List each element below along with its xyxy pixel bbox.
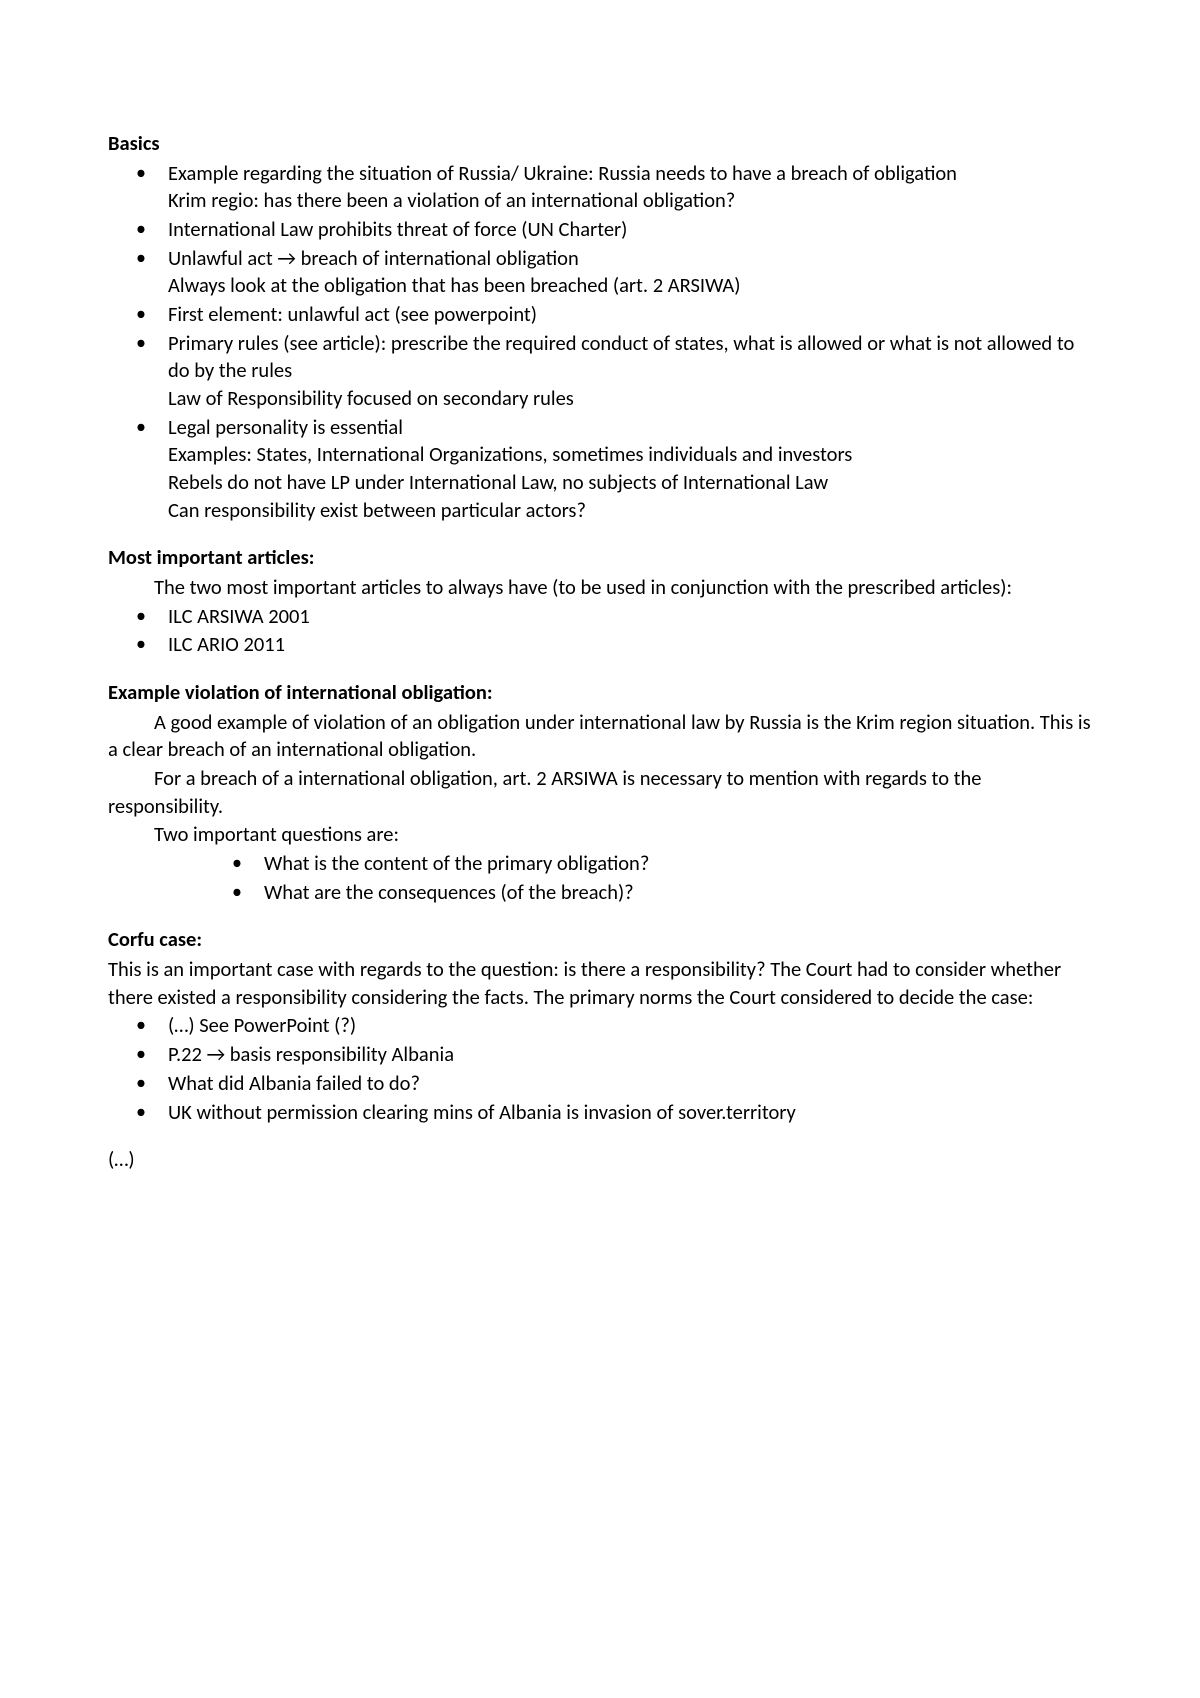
list-item: ILC ARSIWA 2001 <box>108 603 1092 631</box>
list-item: Example regarding the situation of Russi… <box>108 160 1092 215</box>
section-articles: Most important articles: The two most im… <box>108 544 1092 659</box>
list-item: International Law prohibits threat of fo… <box>108 216 1092 244</box>
item-text: What are the consequences (of the breach… <box>264 879 1092 907</box>
item-text: P.22 → basis responsibility Albania <box>168 1041 1092 1069</box>
item-text: (…) See PowerPoint (?) <box>168 1012 1092 1040</box>
list-item: Primary rules (see article): prescribe t… <box>108 330 1092 413</box>
heading-articles: Most important articles: <box>108 544 1092 572</box>
example-p1: A good example of violation of an obliga… <box>108 709 1091 763</box>
trailing-ellipsis: (…) <box>108 1146 1092 1174</box>
item-text: ILC ARIO 2011 <box>168 631 1092 659</box>
articles-list: ILC ARSIWA 2001 ILC ARIO 2011 <box>108 603 1092 659</box>
section-corfu: Corfu case: This is an important case wi… <box>108 926 1092 1126</box>
heading-corfu: Corfu case: <box>108 926 1092 954</box>
list-item: Legal personality is essential Examples:… <box>108 414 1092 525</box>
item-text: What is the content of the primary oblig… <box>264 850 1092 878</box>
heading-basics: Basics <box>108 130 1092 158</box>
item-text: Krim regio: has there been a violation o… <box>168 187 1092 215</box>
item-text: Rebels do not have LP under Internationa… <box>168 469 1092 497</box>
item-text: First element: unlawful act (see powerpo… <box>168 301 1092 329</box>
item-text: Unlawful act → breach of international o… <box>168 245 1092 273</box>
item-text: Primary rules (see article): prescribe t… <box>168 330 1092 385</box>
item-text: Example regarding the situation of Russi… <box>168 160 1092 188</box>
list-item: First element: unlawful act (see powerpo… <box>108 301 1092 329</box>
articles-intro: The two most important articles to alway… <box>108 574 1092 602</box>
list-item: P.22 → basis responsibility Albania <box>108 1041 1092 1069</box>
item-text: ILC ARSIWA 2001 <box>168 603 1092 631</box>
heading-example: Example violation of international oblig… <box>108 679 1092 707</box>
list-item: What are the consequences (of the breach… <box>204 879 1092 907</box>
list-item: Unlawful act → breach of international o… <box>108 245 1092 300</box>
item-text: Law of Responsibility focused on seconda… <box>168 385 1092 413</box>
section-basics: Basics Example regarding the situation o… <box>108 130 1092 524</box>
item-text: What did Albania failed to do? <box>168 1070 1092 1098</box>
corfu-list: (…) See PowerPoint (?) P.22 → basis resp… <box>108 1012 1092 1126</box>
basics-list: Example regarding the situation of Russi… <box>108 160 1092 525</box>
item-text: Can responsibility exist between particu… <box>168 497 1092 525</box>
section-example: Example violation of international oblig… <box>108 679 1092 906</box>
example-p3: Two important questions are: <box>154 821 399 847</box>
item-text: Legal personality is essential <box>168 414 1092 442</box>
list-item: ILC ARIO 2011 <box>108 631 1092 659</box>
intro-text: The two most important articles to alway… <box>154 574 1012 600</box>
list-item: What did Albania failed to do? <box>108 1070 1092 1098</box>
item-text: UK without permission clearing mins of A… <box>168 1099 1092 1127</box>
example-questions-list: What is the content of the primary oblig… <box>108 850 1092 906</box>
corfu-p1: This is an important case with regards t… <box>108 956 1092 1011</box>
item-text: International Law prohibits threat of fo… <box>168 216 1092 244</box>
example-p2-wrap: For a breach of a international obligati… <box>108 765 1092 820</box>
item-text: Examples: States, International Organiza… <box>168 441 1092 469</box>
example-p2: For a breach of a international obligati… <box>108 765 982 819</box>
example-p1-wrap: A good example of violation of an obliga… <box>108 709 1092 764</box>
item-text: Always look at the obligation that has b… <box>168 272 1092 300</box>
list-item: (…) See PowerPoint (?) <box>108 1012 1092 1040</box>
list-item: What is the content of the primary oblig… <box>204 850 1092 878</box>
example-p3-wrap: Two important questions are: <box>108 821 1092 849</box>
list-item: UK without permission clearing mins of A… <box>108 1099 1092 1127</box>
